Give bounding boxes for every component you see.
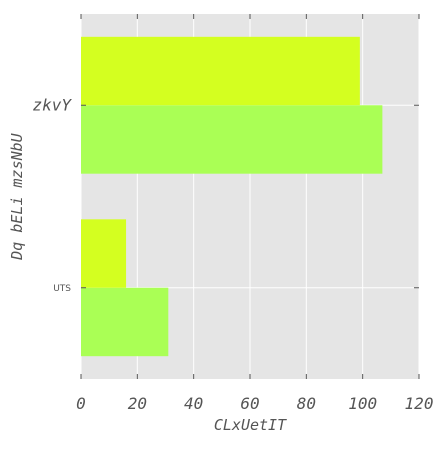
y-tick-label: UTS bbox=[53, 284, 71, 294]
x-tick-label: 0 bbox=[76, 394, 86, 413]
x-tick-labels: 0 20 40 60 80 100 120 bbox=[76, 394, 433, 413]
x-tick-label: 120 bbox=[405, 394, 434, 413]
y-axis-title: Dq bELi mzsNbU bbox=[8, 132, 26, 260]
y-tick-label: zkvY bbox=[32, 95, 72, 114]
x-axis-title: CLxUetIT bbox=[214, 416, 287, 434]
bars bbox=[81, 36, 383, 357]
y-tick-labels: UTS zkvY bbox=[32, 95, 72, 294]
bar bbox=[81, 36, 360, 106]
bar bbox=[81, 105, 383, 174]
x-tick-label: 60 bbox=[240, 394, 259, 413]
x-tick-label: 80 bbox=[297, 394, 316, 413]
bar bbox=[81, 219, 127, 288]
x-tick-label: 40 bbox=[184, 394, 203, 413]
tick-marks bbox=[80, 14, 420, 379]
bar bbox=[81, 287, 169, 357]
x-tick-label: 20 bbox=[128, 394, 147, 413]
x-tick-label: 100 bbox=[348, 394, 377, 413]
